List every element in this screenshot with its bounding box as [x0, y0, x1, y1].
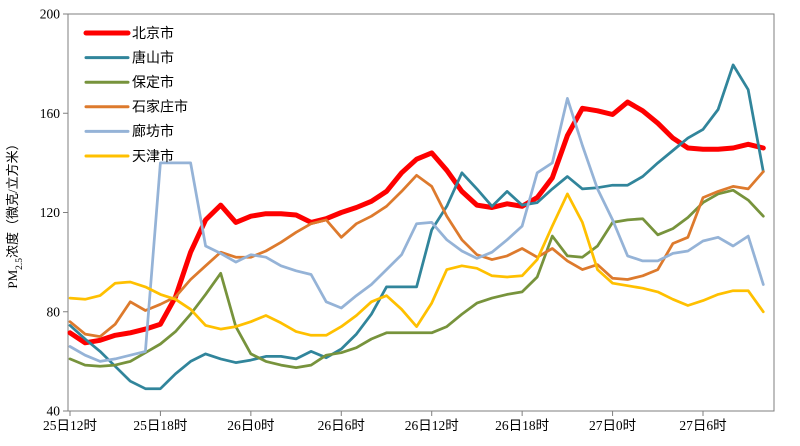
- y-axis-title: PM2.5浓度（微克/立方米）: [5, 137, 25, 288]
- legend-label-2: 保定市: [132, 74, 174, 91]
- x-axis-tick-label: 25日18时: [133, 418, 187, 433]
- x-axis-tick-label: 26日18时: [495, 418, 549, 433]
- y-axis-tick-label: 40: [47, 404, 61, 419]
- legend-label-4: 廊坊市: [132, 123, 174, 140]
- y-axis-tick-label: 160: [40, 106, 61, 121]
- series-line-2: [68, 188, 765, 369]
- x-axis-tick-label: 26日12时: [405, 418, 459, 433]
- legend-label-0: 北京市: [132, 25, 174, 42]
- legend-label-1: 唐山市: [132, 49, 174, 66]
- y-axis-tick-label: 120: [40, 205, 61, 220]
- x-axis-tick-label: 26日0时: [227, 418, 274, 433]
- legend-label-5: 天津市: [132, 148, 174, 165]
- y-axis-tick-label: 200: [40, 7, 61, 22]
- x-axis-tick-label: 27日0时: [589, 418, 636, 433]
- series-line-4: [68, 97, 765, 363]
- y-axis-tick-label: 80: [47, 304, 61, 319]
- series-line-0: [67, 99, 766, 346]
- x-axis-tick-label: 25日12时: [43, 418, 97, 433]
- x-axis-tick-label: 27日6时: [679, 418, 726, 433]
- legend-label-3: 石家庄市: [132, 99, 188, 116]
- series-line-3: [68, 170, 765, 338]
- series-line-5: [68, 192, 765, 337]
- series-line-1: [68, 63, 765, 391]
- x-axis-tick-label: 26日6时: [318, 418, 365, 433]
- plot-border: [67, 13, 775, 412]
